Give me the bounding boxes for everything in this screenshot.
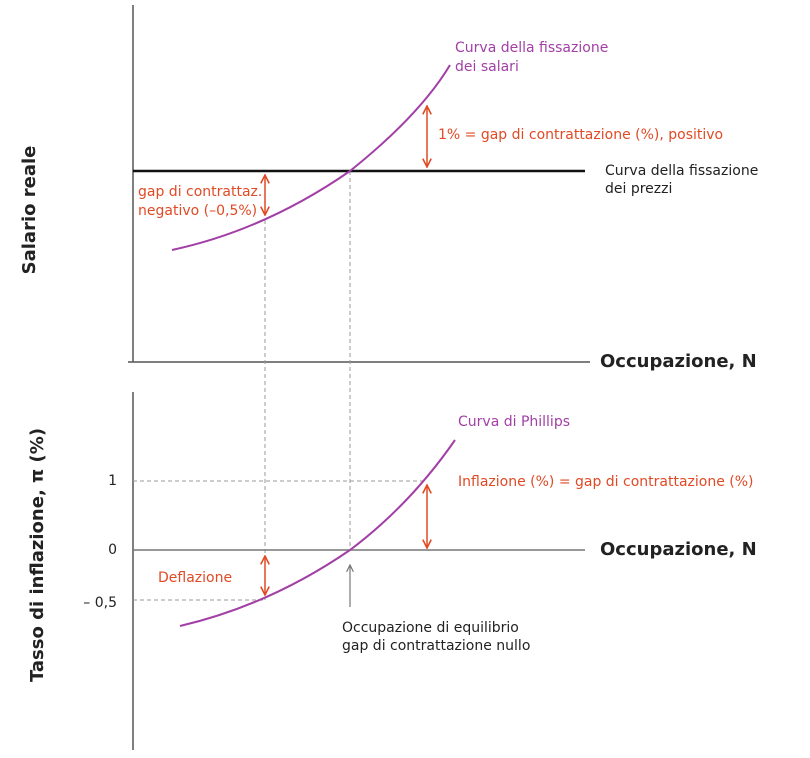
curve-label: Curva della fissazione xyxy=(605,163,758,179)
annotation: gap di contrattazione nullo xyxy=(342,638,530,654)
annotation: gap di contrattaz. xyxy=(138,184,262,200)
y-tick-label: 1 xyxy=(108,473,117,489)
curve-label: Curva della fissazione xyxy=(455,40,608,56)
x-axis-label: Occupazione, N xyxy=(600,351,757,372)
curve-label: dei prezzi xyxy=(605,181,672,197)
curve-label: dei salari xyxy=(455,59,519,75)
x-axis-label: Occupazione, N xyxy=(600,539,757,560)
curve-label: Curva di Phillips xyxy=(458,414,570,430)
annotation: Occupazione di equilibrio xyxy=(342,620,519,636)
y-axis-label: Tasso di inflazione, π (%) xyxy=(27,428,48,682)
annotation: 1% = gap di contrattazione (%), positivo xyxy=(438,127,723,143)
phillips-curve xyxy=(179,439,456,627)
annotation: Inflazione (%) = gap di contrattazione (… xyxy=(458,474,754,490)
y-tick-label: 0 xyxy=(108,542,117,558)
y-axis-label: Salario reale xyxy=(19,146,40,275)
wage-curve xyxy=(171,64,451,251)
annotation: Deflazione xyxy=(158,570,232,586)
annotation: negativo (–0,5%) xyxy=(138,203,257,219)
y-tick-label: – 0,5 xyxy=(83,595,117,611)
